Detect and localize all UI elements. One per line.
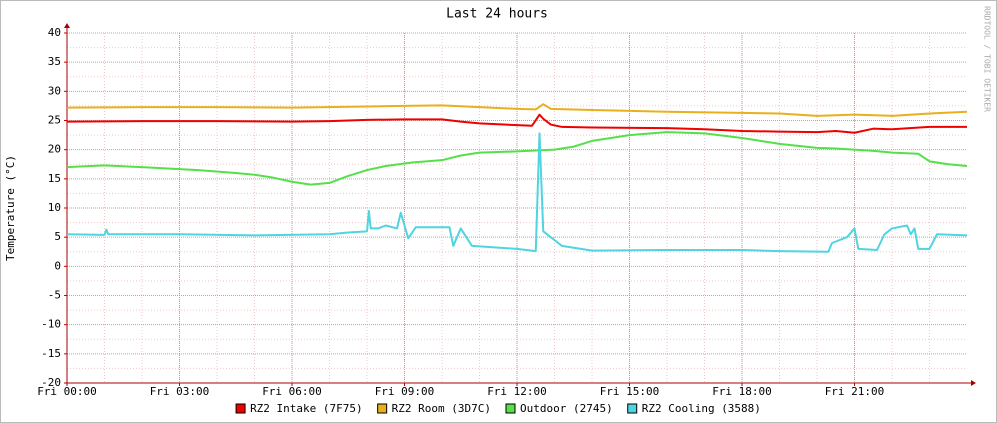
legend-label: RZ2 Intake (7F75) xyxy=(250,402,363,415)
legend-label: Outdoor (2745) xyxy=(520,402,613,415)
y-tick-label: 20 xyxy=(48,143,61,156)
legend-swatch xyxy=(235,403,246,414)
x-tick-label: Fri 06:00 xyxy=(262,385,322,398)
chart-title: Last 24 hours xyxy=(446,7,548,22)
x-tick-label: Fri 12:00 xyxy=(487,385,547,398)
x-tick-label: Fri 03:00 xyxy=(150,385,210,398)
y-tick-label: -20 xyxy=(41,376,61,389)
legend-label: RZ2 Cooling (3588) xyxy=(642,402,761,415)
legend-swatch xyxy=(505,403,516,414)
y-tick-label: 0 xyxy=(54,259,61,272)
legend: RZ2 Intake (7F75) RZ2 Room (3D7C) Outdoor … xyxy=(235,402,761,415)
legend-swatch xyxy=(627,403,638,414)
watermark: RRDTOOL / TOBI OETIKER xyxy=(983,6,992,112)
y-tick-label: 5 xyxy=(54,230,61,243)
y-tick-label: -15 xyxy=(41,347,61,360)
series-line xyxy=(66,132,968,253)
x-tick-label: Fri 21:00 xyxy=(825,385,885,398)
series-line xyxy=(66,113,967,134)
x-tick-label: Fri 00:00 xyxy=(37,385,97,398)
y-tick-label: 10 xyxy=(48,201,61,214)
y-tick-label: 25 xyxy=(48,114,61,127)
y-tick-label: 35 xyxy=(48,55,61,68)
y-tick-label: 40 xyxy=(48,26,61,39)
legend-swatch xyxy=(377,403,388,414)
y-tick-label: 15 xyxy=(48,172,61,185)
series-line xyxy=(66,103,968,117)
y-tick-label: -10 xyxy=(41,318,61,331)
series-line xyxy=(66,131,968,186)
y-axis-arrow xyxy=(64,23,70,28)
x-tick-label: Fri 09:00 xyxy=(375,385,435,398)
y-tick-label: 30 xyxy=(48,84,61,97)
x-tick-label: Fri 18:00 xyxy=(712,385,772,398)
y-tick-label: -5 xyxy=(48,289,61,302)
legend-label: RZ2 Room (3D7C) xyxy=(392,402,491,415)
x-axis-arrow xyxy=(971,380,976,386)
y-axis-label: Temperature (°C) xyxy=(4,155,17,261)
plot xyxy=(66,103,968,253)
x-tick-label: Fri 15:00 xyxy=(600,385,660,398)
grid xyxy=(64,23,976,386)
